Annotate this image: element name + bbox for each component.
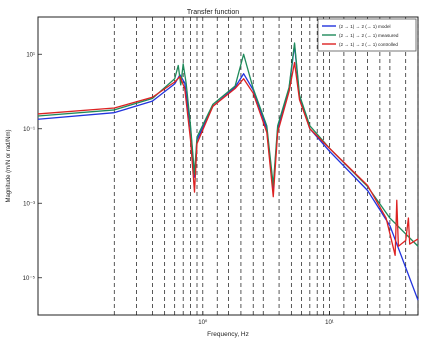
legend-label-1: (2 → 1) → 2 (→ 1) model: [339, 24, 391, 29]
y-axis-label: Magnitude (m/N or rad/Nm): [6, 129, 12, 202]
y-ticks: 10¹ 10⁻¹ 10⁻³ 10⁻⁵: [23, 52, 42, 282]
y-tick-label: 10⁻¹: [23, 127, 35, 133]
x-tick-label: 10¹: [325, 320, 334, 326]
plot-area: [37, 16, 419, 316]
y-tick-label: 10⁻⁵: [23, 275, 36, 282]
x-tick-label: 10⁰: [198, 319, 208, 326]
x-axis-label: Frequency, Hz: [207, 331, 249, 338]
series-layer: [37, 42, 419, 301]
x-ticks: 10⁰ 10¹: [198, 311, 334, 326]
legend-label-2: (2 → 1) → 2 (→ 1) measured: [339, 33, 399, 38]
legend-label-3: (2 → 1) → 2 (→ 1) controlled: [339, 42, 398, 47]
legend-box: [317, 18, 417, 52]
series-line-3: [37, 61, 419, 256]
legend: (2 → 1) → 2 (→ 1) model (2 → 1) → 2 (→ 1)…: [317, 18, 417, 52]
series-line-2: [37, 42, 419, 247]
y-tick-label: 10¹: [26, 52, 35, 58]
chart-title: Transfer function: [187, 9, 239, 16]
y-tick-label: 10⁻³: [23, 201, 35, 207]
